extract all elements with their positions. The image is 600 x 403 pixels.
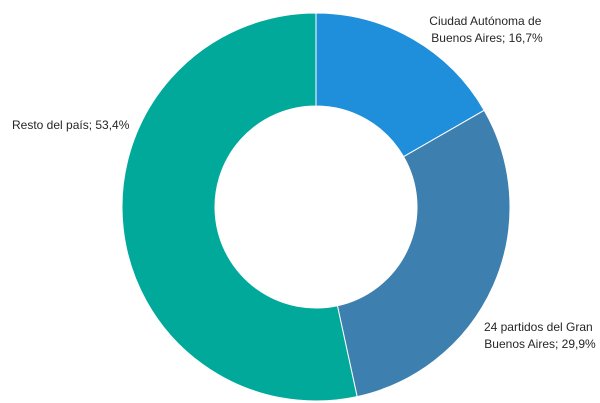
slice-gran-buenos-aires — [336, 109, 511, 398]
slice-label-caba-line-2: Buenos Aires; 16,7% — [431, 31, 543, 45]
slice-label-resto-del-pais-line-1: Resto del país; 53,4% — [12, 118, 130, 132]
slice-label-resto-del-pais: Resto del país; 53,4% — [12, 118, 130, 132]
slice-label-gran-buenos-aires: 24 partidos del Gran Buenos Aires; 29,9% — [484, 320, 596, 351]
slice-resto-del-pais — [121, 12, 358, 402]
slice-label-caba: Ciudad Autónoma de Buenos Aires; 16,7% — [429, 14, 544, 45]
slice-label-caba-line-1: Ciudad Autónoma de — [429, 14, 541, 28]
donut-slices — [121, 12, 511, 402]
slice-label-gran-buenos-aires-line-2: Buenos Aires; 29,9% — [484, 337, 596, 351]
slice-label-gran-buenos-aires-line-1: 24 partidos del Gran — [484, 320, 593, 334]
slice-caba — [315, 12, 485, 158]
